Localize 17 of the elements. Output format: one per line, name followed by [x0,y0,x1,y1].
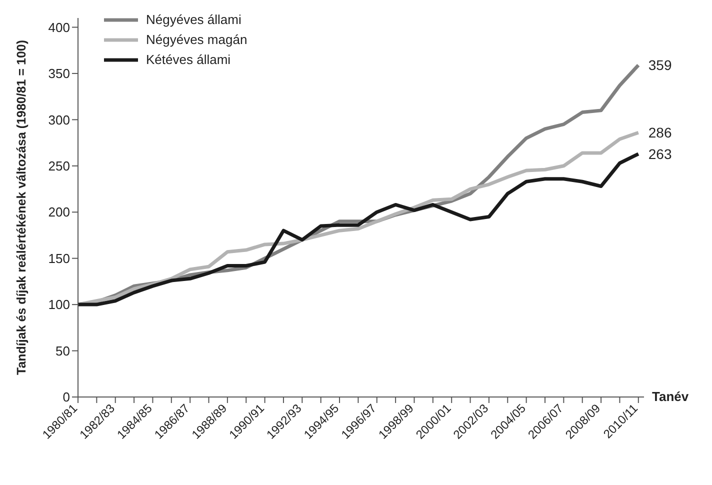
data-label: 286 [648,124,672,141]
y-tick-label: 400 [48,20,70,35]
y-tick-label: 0 [62,390,70,405]
y-tick-label: 100 [48,297,70,312]
y-tick-label: 350 [48,66,70,82]
y-tick-label: 250 [48,158,70,174]
y-tick-label: 300 [48,112,70,128]
y-tick-label: 200 [48,204,70,220]
legend-label: Kétéves állami [146,51,231,69]
y-tick-label: 150 [48,250,70,266]
legend-label: Négyéves magán [146,31,248,49]
y-axis-title: Tandíjak és díjak reálértékének változása (1980/81 = 100) [14,40,28,376]
data-label: 263 [648,146,672,162]
x-axis-title: Tanév [652,389,690,404]
data-label: 359 [648,57,672,74]
legend-label: Négyéves állami [146,11,242,29]
y-tick-label: 50 [56,343,70,358]
